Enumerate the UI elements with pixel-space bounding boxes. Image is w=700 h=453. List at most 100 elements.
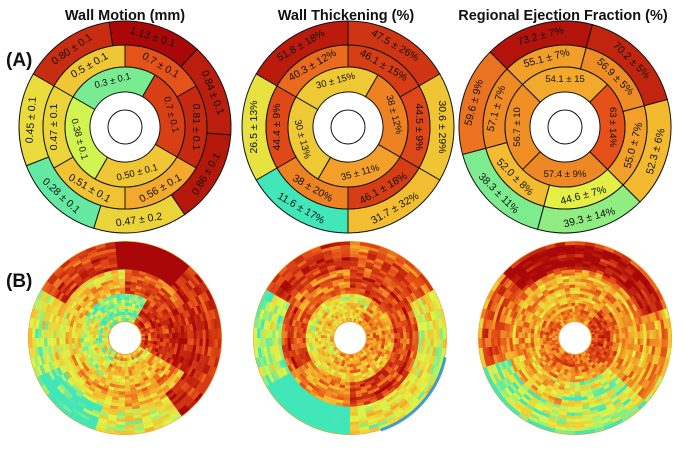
- polar-map-cell: [139, 406, 149, 412]
- polar-map-cell: [567, 314, 572, 319]
- polar-map-cell: [368, 395, 377, 401]
- polar-map-cell: [40, 337, 45, 347]
- segment-label-mid-2: 0.81 ± 0.1: [190, 104, 202, 151]
- polar-map-cell: [355, 390, 362, 395]
- polar-map-cell: [595, 272, 604, 279]
- polar-map-cell: [532, 393, 541, 401]
- polar-map-cell: [412, 359, 419, 369]
- polar-map-cell: [568, 317, 572, 322]
- polar-map-cell: [92, 330, 97, 335]
- polar-map-cell: [513, 401, 524, 412]
- polar-map-cell: [150, 338, 155, 342]
- polar-map-cell: [525, 364, 532, 372]
- polar-map-cell: [304, 351, 310, 358]
- polar-map-cell: [520, 353, 527, 362]
- polar-map-cell: [592, 423, 604, 430]
- polar-map-cell: [495, 293, 503, 304]
- polar-map-cell: [180, 381, 189, 391]
- polar-map-cell: [91, 391, 100, 399]
- polar-map-cell: [118, 278, 126, 282]
- polar-map-cell: [625, 332, 629, 339]
- polar-map-cell: [104, 394, 113, 400]
- polar-map-cell: [56, 366, 63, 376]
- polar-map-cell: [566, 296, 572, 301]
- polar-map-cell: [349, 400, 357, 405]
- polar-map-cell: [151, 420, 163, 428]
- polar-map-cell: [284, 406, 296, 416]
- polar-map-cell: [71, 342, 76, 350]
- polar-map-cell: [569, 287, 576, 291]
- polar-map-cell: [146, 269, 156, 276]
- polar-map-cell: [74, 390, 83, 399]
- polar-map-cell: [41, 363, 49, 374]
- polar-map-cell: [138, 378, 145, 384]
- polar-map-cell: [313, 251, 325, 259]
- polar-map-cell: [149, 280, 158, 287]
- polar-map-cell: [202, 291, 211, 303]
- polar-map-cell: [311, 280, 320, 288]
- polar-map-cell: [382, 306, 389, 313]
- polar-map-cell: [606, 330, 611, 335]
- polar-map-cell: [62, 371, 70, 381]
- polar-map-cell: [166, 312, 172, 320]
- bullseye-row: 0.80 ± 0.1 1.13 ± 0.10.84 ± 0.10.86 ± 0.1…: [18, 20, 672, 234]
- panel-label-b: (B): [6, 271, 32, 292]
- polar-map-cell: [485, 364, 493, 376]
- polar-map-cell: [119, 360, 123, 365]
- polar-map-cell: [46, 380, 55, 392]
- polar-map-cell: [67, 361, 74, 370]
- polar-map-cell: [162, 249, 175, 258]
- polar-map-cell: [75, 310, 82, 318]
- polar-map-cell: [533, 365, 540, 373]
- polar-map-cell: [408, 270, 418, 281]
- polar-map-cell: [154, 375, 162, 382]
- polar-map-cell: [36, 374, 45, 387]
- polar-map-cell: [162, 375, 170, 383]
- polar-map-cell: [366, 373, 373, 380]
- polar-map-cell: [391, 312, 397, 320]
- polar-map-cell: [188, 389, 199, 400]
- polar-map-cell: [379, 269, 389, 277]
- polar-map-cell: [309, 315, 315, 322]
- polar-map-cell: [340, 293, 347, 298]
- polar-map-cell: [300, 288, 309, 297]
- polar-map-cell: [600, 340, 605, 345]
- polar-map-cell: [548, 299, 555, 305]
- polar-map-cell: [121, 366, 125, 371]
- polar-map-cell: [31, 327, 36, 338]
- polar-map-cell: [621, 254, 633, 264]
- polar-map-cell: [80, 284, 89, 292]
- polar-map-cell: [75, 304, 83, 312]
- polar-map-cell: [536, 358, 542, 365]
- polar-map-cell: [623, 400, 634, 410]
- polar-map-cell: [116, 409, 125, 414]
- polar-map-cell: [527, 415, 539, 424]
- polar-map-cell: [101, 283, 110, 290]
- polar-map-cell: [367, 281, 375, 287]
- polar-map-cell: [610, 309, 617, 317]
- polar-map-cell: [87, 248, 99, 256]
- polar-map-cell: [606, 338, 611, 343]
- polar-map-cell: [46, 337, 51, 347]
- polar-map-cell: [341, 412, 350, 417]
- polar-map-cell: [67, 368, 75, 377]
- polar-map-cell: [330, 329, 335, 333]
- polar-map-cell: [130, 318, 134, 323]
- polar-map-cell: [92, 337, 97, 342]
- polar-map-cell: [574, 373, 580, 377]
- polar-map-cell: [565, 290, 571, 295]
- polar-map-cell: [419, 295, 428, 306]
- polar-map-cell: [647, 382, 656, 394]
- polar-map-cell: [95, 282, 103, 290]
- polar-map-cell: [596, 403, 606, 410]
- polar-map-cell: [82, 373, 90, 381]
- polar-map-cell: [510, 272, 520, 282]
- polar-map-cell: [88, 251, 100, 259]
- polar-map-cell: [355, 318, 359, 323]
- polar-map-cell: [324, 378, 331, 385]
- polar-map-cell: [568, 305, 573, 310]
- polar-map-cell: [395, 353, 402, 361]
- polar-map-cell: [530, 307, 537, 315]
- polar-map-cell: [406, 338, 410, 345]
- polar-map-cell: [529, 269, 539, 278]
